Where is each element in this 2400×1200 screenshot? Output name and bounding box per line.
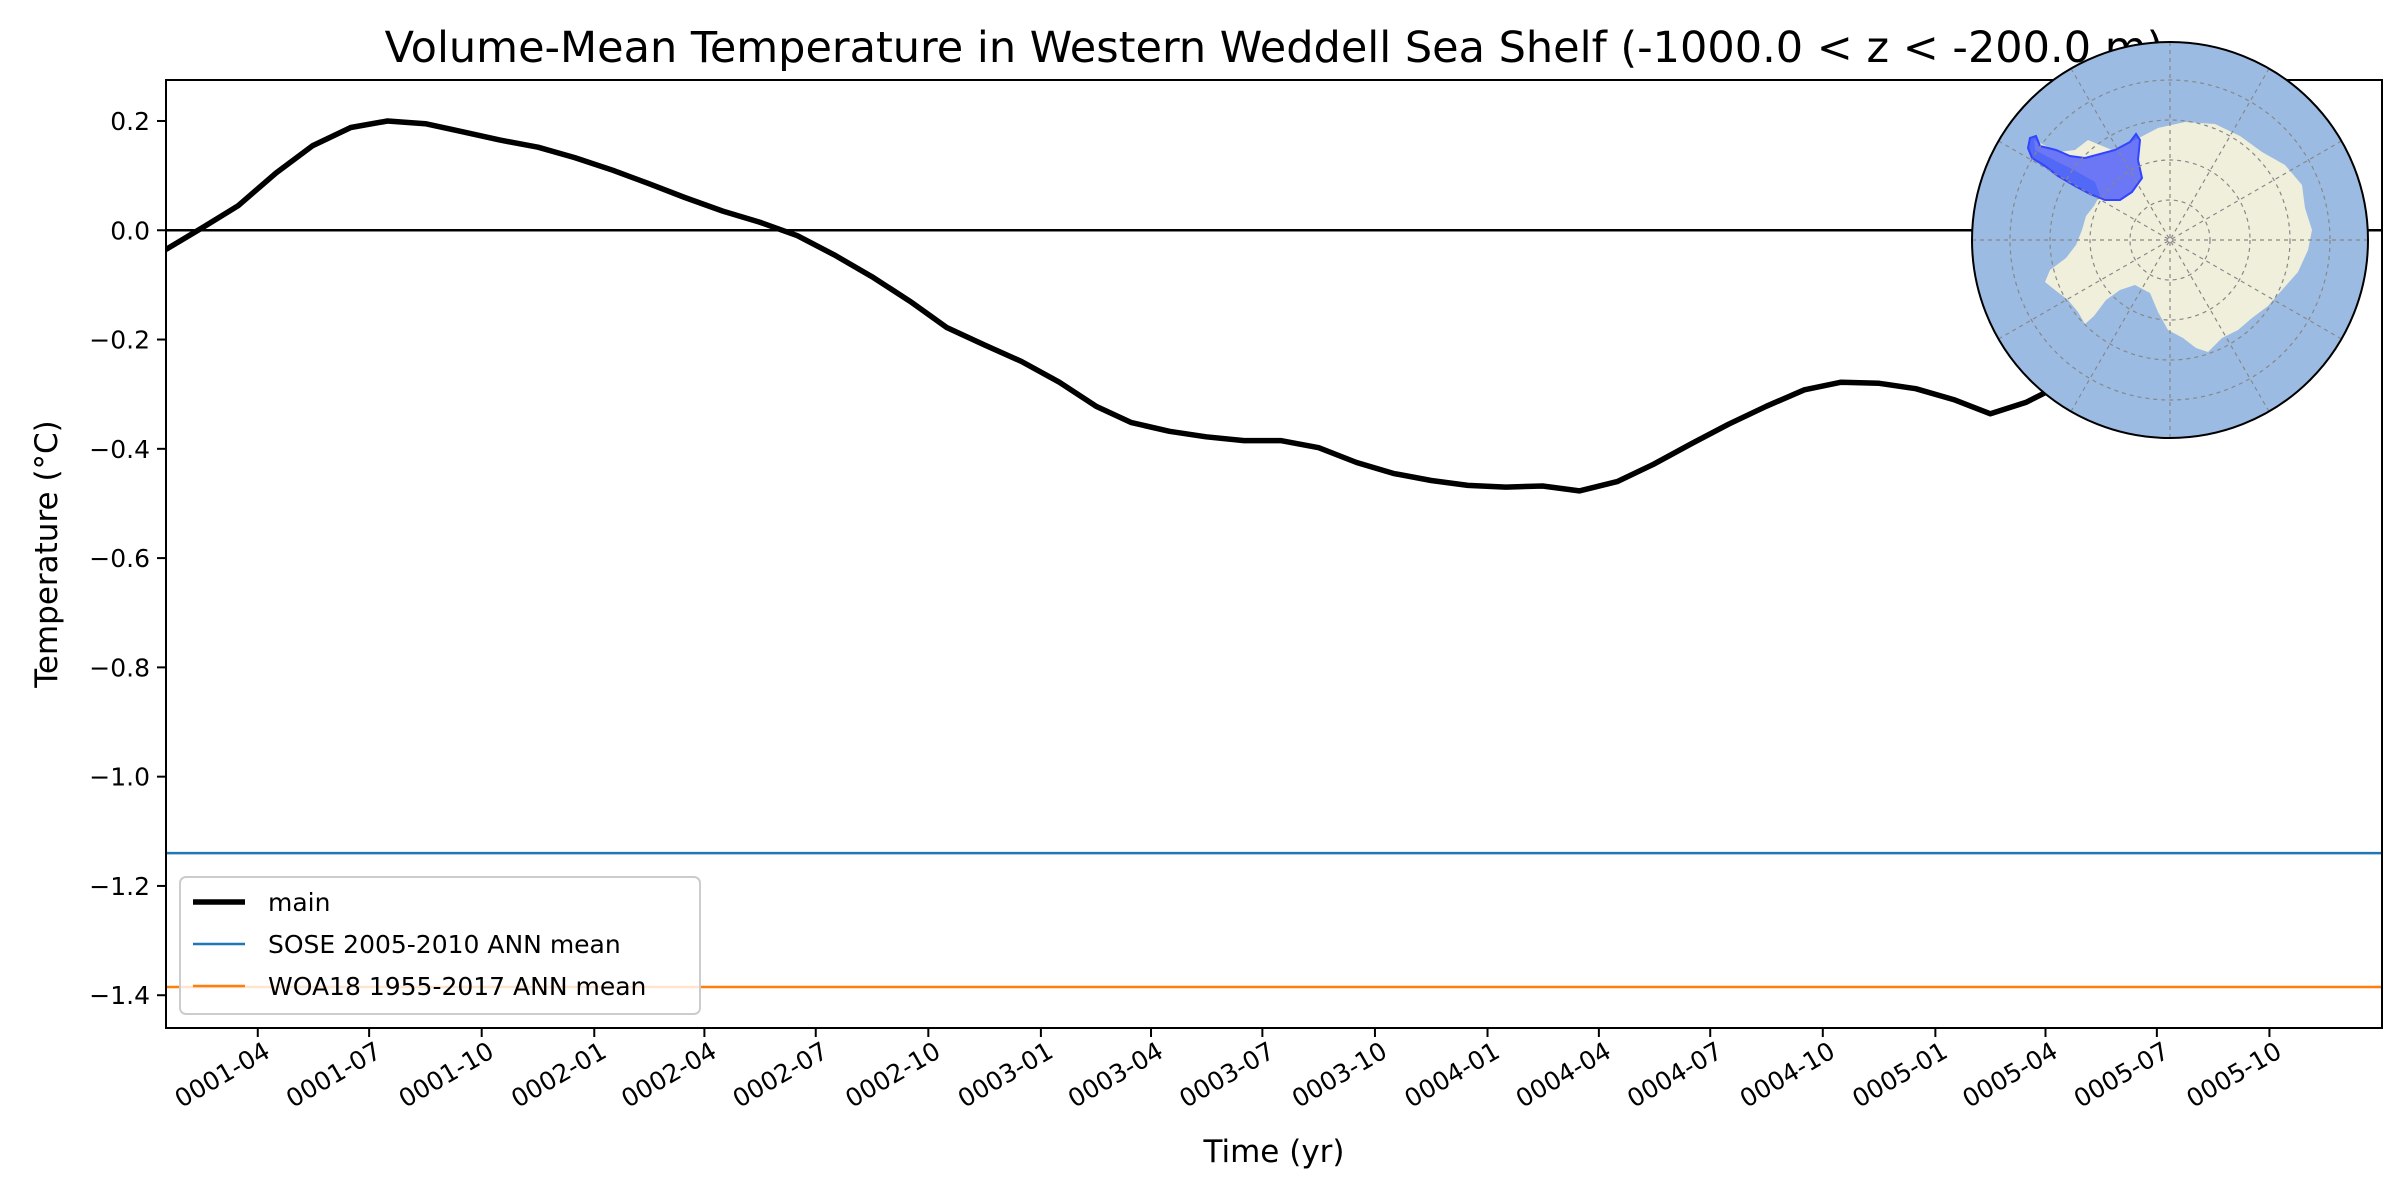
legend: main SOSE 2005-2010 ANN mean WOA18 1955-… — [179, 876, 701, 1015]
x-tick-label: 0001-04 — [170, 1036, 275, 1113]
x-axis-label: Time (yr) — [1203, 1134, 1345, 1170]
y-tick-label: −1.2 — [89, 872, 150, 901]
x-axis-ticks: 0001-04 0001-07 0001-10 0002-01 0002-04 0002-… — [170, 1028, 2286, 1113]
x-tick-label: 0001-10 — [394, 1036, 499, 1113]
map-outline — [1971, 41, 2369, 439]
map-meridian-line — [1998, 140, 2342, 340]
x-tick-label: 0002-04 — [616, 1036, 721, 1113]
y-tick-label: 0.2 — [110, 107, 150, 136]
map-latitude-circle — [2009, 79, 2331, 401]
plot-frame — [165, 79, 2383, 1029]
legend-label-woa18: WOA18 1955-2017 ANN mean — [268, 972, 646, 1001]
map-meridian-line — [1998, 140, 2342, 340]
map-meridian-line — [2070, 68, 2270, 412]
y-tick-label: −1.0 — [89, 763, 150, 792]
x-tick-label: 0005-01 — [1847, 1036, 1952, 1113]
x-tick-label: 0003-01 — [953, 1036, 1058, 1113]
y-tick-label: −1.4 — [89, 981, 150, 1010]
y-tick-label: 0.0 — [110, 216, 150, 245]
map-meridian-line — [2070, 68, 2270, 412]
inset-map — [1971, 41, 2369, 439]
legend-label-main: main — [268, 888, 330, 917]
map-graticule — [1972, 42, 2368, 438]
x-tick-label: 0005-07 — [2069, 1036, 2174, 1113]
chart-title: Volume-Mean Temperature in Western Wedde… — [385, 23, 2164, 73]
legend-box — [179, 876, 701, 1015]
y-axis-label: Temperature (°C) — [29, 420, 65, 689]
y-tick-label: −0.4 — [89, 435, 150, 464]
y-axis-ticks: 0.2 0.0 −0.2 −0.4 −0.6 −0.8 −1.0 −1.2 −1.4 — [89, 107, 166, 1010]
legend-label-sose: SOSE 2005-2010 ANN mean — [268, 930, 621, 959]
x-tick-label: 0005-10 — [2181, 1036, 2286, 1113]
x-tick-label: 0004-04 — [1511, 1036, 1616, 1113]
y-tick-label: −0.6 — [89, 544, 150, 573]
x-tick-label: 0003-10 — [1287, 1036, 1392, 1113]
map-latitude-circle — [2129, 199, 2211, 281]
y-tick-label: −0.8 — [89, 653, 150, 682]
y-tick-label: −0.2 — [89, 326, 150, 355]
main-series-line — [166, 118, 2366, 494]
x-tick-label: 0004-07 — [1622, 1036, 1727, 1113]
x-tick-label: 0005-04 — [1958, 1036, 2063, 1113]
x-tick-label: 0004-01 — [1400, 1036, 1505, 1113]
x-tick-label: 0002-01 — [506, 1036, 611, 1113]
x-tick-label: 0002-07 — [728, 1036, 833, 1113]
x-tick-label: 0002-10 — [840, 1036, 945, 1113]
x-tick-label: 0003-04 — [1063, 1036, 1168, 1113]
x-tick-label: 0001-07 — [281, 1036, 386, 1113]
map-latitude-circle — [2049, 119, 2291, 361]
x-tick-label: 0004-10 — [1735, 1036, 1840, 1113]
x-tick-label: 0003-07 — [1174, 1036, 1279, 1113]
map-latitude-circle — [2089, 159, 2251, 321]
